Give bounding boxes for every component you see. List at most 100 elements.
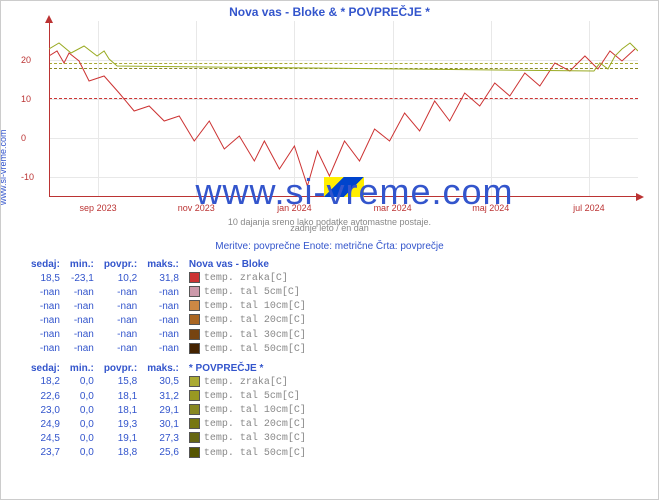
cell-min: -nan <box>70 328 104 342</box>
x-tick-label: mar 2024 <box>374 203 412 213</box>
color-swatch <box>189 432 200 443</box>
hdr-min: min.: <box>70 362 104 375</box>
cell-label: temp. tal 30cm[C] <box>189 431 316 445</box>
x-tick-label: jan 2024 <box>277 203 312 213</box>
color-swatch <box>189 314 200 325</box>
cell-avg: -nan <box>104 299 147 313</box>
x-tick-label: nov 2023 <box>178 203 215 213</box>
cell-now: 23,0 <box>31 403 70 417</box>
cell-label: temp. zraka[C] <box>189 271 316 285</box>
table-row: 24,90,019,330,1temp. tal 20cm[C] <box>31 417 316 431</box>
series-olive <box>49 43 638 71</box>
cell-max: -nan <box>147 313 189 327</box>
subtitle-2: zadnje leto / en dan <box>1 223 658 233</box>
cell-avg: 15,8 <box>104 375 147 389</box>
cell-avg: 18,8 <box>104 446 147 460</box>
cell-max: -nan <box>147 328 189 342</box>
cell-avg: -nan <box>104 328 147 342</box>
cell-max: 30,5 <box>147 375 189 389</box>
hdr-min: min.: <box>70 258 104 271</box>
cell-now: 24,9 <box>31 417 70 431</box>
cell-min: 0,0 <box>70 375 104 389</box>
cell-avg: -nan <box>104 285 147 299</box>
color-swatch <box>189 390 200 401</box>
y-tick-label: 0 <box>21 133 26 143</box>
series-title-2: * POVPREČJE * <box>189 362 316 375</box>
cell-avg: 19,1 <box>104 431 147 445</box>
table-row: 23,00,018,129,1temp. tal 10cm[C] <box>31 403 316 417</box>
table-row: -nan-nan-nan-nantemp. tal 20cm[C] <box>31 313 316 327</box>
meta-line: Meritve: povprečne Enote: metrične Črta:… <box>1 241 658 252</box>
cell-now: -nan <box>31 342 70 356</box>
cell-max: 29,1 <box>147 403 189 417</box>
cell-min: -nan <box>70 285 104 299</box>
cell-now: 23,7 <box>31 446 70 460</box>
cell-label: temp. tal 20cm[C] <box>189 417 316 431</box>
y-tick-label: 20 <box>21 55 31 65</box>
cell-avg: 18,1 <box>104 389 147 403</box>
cell-min: -nan <box>70 313 104 327</box>
cell-max: -nan <box>147 285 189 299</box>
table-row: 18,20,015,830,5temp. zraka[C] <box>31 375 316 389</box>
color-swatch <box>189 272 200 283</box>
cell-label: temp. tal 5cm[C] <box>189 389 316 403</box>
cell-label: temp. tal 20cm[C] <box>189 313 316 327</box>
hdr-now: sedaj: <box>31 362 70 375</box>
figure-container: www.si-vreme.com Nova vas - Bloke & * PO… <box>0 0 659 500</box>
cell-avg: -nan <box>104 313 147 327</box>
cell-min: 0,0 <box>70 431 104 445</box>
table-row: -nan-nan-nan-nantemp. tal 10cm[C] <box>31 299 316 313</box>
table-row: -nan-nan-nan-nantemp. tal 5cm[C] <box>31 285 316 299</box>
cell-avg: 18,1 <box>104 403 147 417</box>
cell-max: 27,3 <box>147 431 189 445</box>
cell-avg: -nan <box>104 342 147 356</box>
hdr-avg: povpr.: <box>104 362 147 375</box>
table-row: 18,5-23,110,231,8temp. zraka[C] <box>31 271 316 285</box>
table-row: 24,50,019,127,3temp. tal 30cm[C] <box>31 431 316 445</box>
cell-max: -nan <box>147 342 189 356</box>
cell-now: 24,5 <box>31 431 70 445</box>
cell-now: -nan <box>31 313 70 327</box>
cell-now: 22,6 <box>31 389 70 403</box>
color-swatch <box>189 329 200 340</box>
cell-max: 31,2 <box>147 389 189 403</box>
y-axis-site-label: www.si-vreme.com <box>0 129 8 205</box>
cell-max: 31,8 <box>147 271 189 285</box>
cell-label: temp. tal 30cm[C] <box>189 328 316 342</box>
hdr-now: sedaj: <box>31 258 70 271</box>
x-tick-label: jul 2024 <box>573 203 605 213</box>
cell-now: -nan <box>31 285 70 299</box>
cell-max: 25,6 <box>147 446 189 460</box>
color-swatch <box>189 343 200 354</box>
cell-now: -nan <box>31 299 70 313</box>
cell-now: 18,2 <box>31 375 70 389</box>
cell-label: temp. tal 10cm[C] <box>189 299 316 313</box>
cell-avg: 19,3 <box>104 417 147 431</box>
cell-label: temp. tal 50cm[C] <box>189 342 316 356</box>
color-swatch <box>189 376 200 387</box>
x-tick-label: maj 2024 <box>472 203 509 213</box>
cell-max: 30,1 <box>147 417 189 431</box>
cell-label: temp. tal 10cm[C] <box>189 403 316 417</box>
cell-max: -nan <box>147 299 189 313</box>
table-row: 22,60,018,131,2temp. tal 5cm[C] <box>31 389 316 403</box>
cell-min: 0,0 <box>70 389 104 403</box>
hdr-avg: povpr.: <box>104 258 147 271</box>
cell-now: 18,5 <box>31 271 70 285</box>
cell-min: -nan <box>70 342 104 356</box>
color-swatch <box>189 300 200 311</box>
color-swatch <box>189 418 200 429</box>
cell-label: temp. zraka[C] <box>189 375 316 389</box>
color-swatch <box>189 286 200 297</box>
cell-min: -23,1 <box>70 271 104 285</box>
cell-min: -nan <box>70 299 104 313</box>
chart-title: Nova vas - Bloke & * POVPREČJE * <box>1 1 658 21</box>
cell-avg: 10,2 <box>104 271 147 285</box>
series-title-1: Nova vas - Bloke <box>189 258 316 271</box>
y-tick-label: 10 <box>21 94 31 104</box>
chart-lines <box>49 21 638 197</box>
data-table-2: sedaj: min.: povpr.: maks.: * POVPREČJE … <box>31 362 316 460</box>
chart-area: -1001020 sep 2023nov 2023jan 2024mar 202… <box>49 21 638 221</box>
hdr-max: maks.: <box>147 362 189 375</box>
cell-label: temp. tal 50cm[C] <box>189 446 316 460</box>
